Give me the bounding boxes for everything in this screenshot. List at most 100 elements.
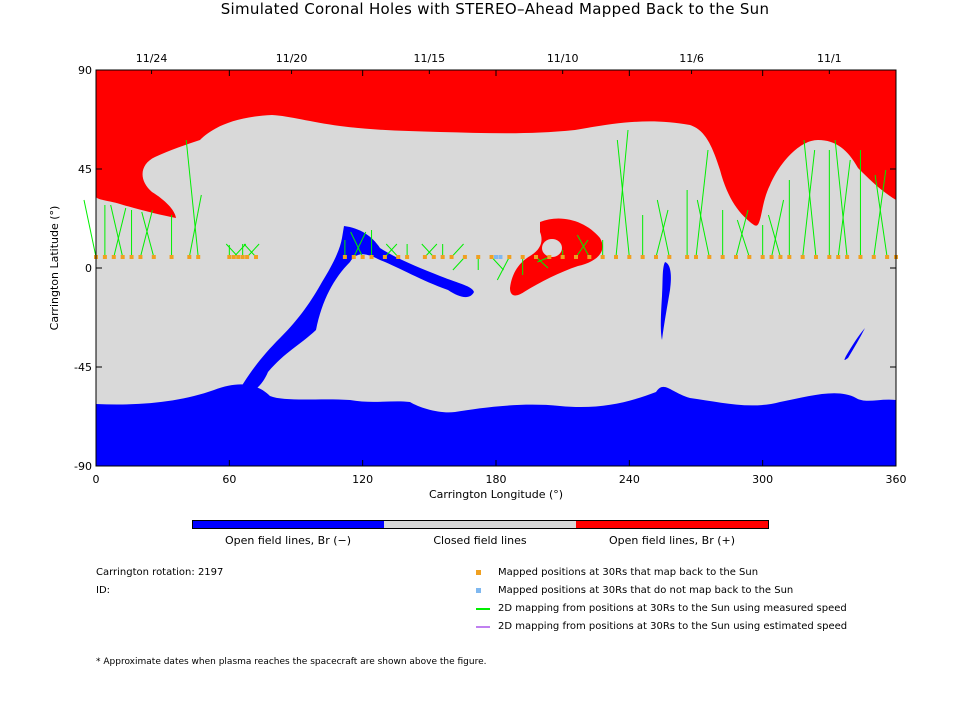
mapping-line: [771, 199, 785, 258]
mapped-point: [654, 255, 658, 259]
mapping-line: [803, 139, 817, 258]
legend-label-mapped: Mapped positions at 30Rs that map back t…: [498, 567, 759, 578]
mapped-point: [885, 255, 890, 259]
chart-title: Simulated Coronal Holes with STEREO–Ahea…: [220, 0, 770, 18]
date-label: 11/20: [276, 52, 308, 65]
equatorial-hole-negative: [238, 226, 474, 393]
mapped-point: [476, 255, 481, 259]
mapping-line: [452, 256, 466, 271]
mapping-line: [139, 209, 153, 258]
mapping-lines: [83, 129, 897, 281]
mapped-point: [560, 255, 565, 259]
mapped-point: [814, 255, 818, 259]
legend-swatch-unmapped: [476, 588, 481, 593]
legend-swatch-measured: [476, 608, 490, 610]
mapped-point: [507, 255, 512, 259]
south-polar-hole-negative: [96, 384, 896, 466]
mapped-point: [449, 255, 454, 259]
mapping-line: [424, 243, 438, 258]
mapped-point: [667, 255, 672, 259]
x-axis-label: Carrington Longitude (°): [429, 488, 563, 501]
mapped-point: [600, 255, 605, 259]
mapped-point: [431, 255, 436, 259]
x-tick-label: 60: [222, 473, 236, 486]
mapped-point: [707, 255, 712, 259]
mapped-point: [489, 255, 494, 259]
mapping-line: [141, 211, 155, 258]
mapped-point: [196, 255, 201, 259]
mapped-point: [534, 255, 538, 259]
mapping-line: [421, 243, 435, 258]
mapped-point: [231, 255, 236, 259]
legend-swatch-estimated: [476, 626, 490, 628]
colorbar-frame: [192, 520, 769, 529]
mapping-line: [655, 209, 669, 258]
mapped-point: [760, 255, 765, 259]
mapped-point: [440, 255, 445, 259]
mapped-point: [871, 255, 876, 259]
mapped-point: [694, 255, 698, 259]
north-polar-hole-positive: [96, 70, 896, 226]
mapped-point: [574, 255, 578, 259]
carrington-rotation: Carrington rotation: 2197: [96, 567, 224, 578]
mapped-point: [769, 255, 774, 259]
mapped-point: [800, 255, 805, 259]
mapping-line: [243, 243, 257, 258]
mapping-line: [802, 149, 816, 258]
mapped-point: [382, 255, 387, 259]
unmapped-point: [498, 255, 503, 259]
mapped-point: [827, 255, 832, 259]
mapping-line: [491, 256, 504, 271]
small-hole-negative-340: [844, 328, 865, 360]
date-label: 11/15: [413, 52, 445, 65]
mapping-line: [496, 256, 510, 281]
y-tick-label: 45: [78, 163, 92, 176]
legend-swatch-mapped: [476, 570, 481, 575]
mapping-line: [353, 231, 367, 258]
id-label: ID:: [96, 585, 111, 596]
mapped-point: [627, 255, 632, 259]
mapped-point: [236, 255, 241, 259]
mapping-line: [837, 159, 851, 258]
mapping-line: [575, 239, 589, 258]
mapped-point: [685, 255, 690, 259]
mapped-point: [351, 255, 356, 259]
colorbar-closed-label: Closed field lines: [433, 534, 527, 547]
mapping-line: [736, 219, 750, 258]
mapped-point: [640, 255, 645, 259]
mapping-line: [384, 243, 398, 258]
colorbar-pos-label: Open field lines, Br (+): [608, 534, 736, 547]
mapped-point: [342, 255, 347, 259]
y-tick-label: -45: [74, 361, 92, 374]
x-tick-label: 240: [619, 473, 640, 486]
mapped-point: [734, 255, 738, 259]
mapping-line: [451, 243, 464, 258]
legend-label-estimated: 2D mapping from positions at 30Rs to the…: [498, 621, 848, 632]
unmapped-point: [494, 255, 498, 259]
mapped-point: [778, 255, 783, 259]
mapped-point: [720, 255, 725, 259]
x-tick-label: 360: [886, 473, 907, 486]
mapping-line: [767, 214, 781, 258]
y-axis-label: Carrington Latitude (°): [48, 206, 61, 331]
mapped-point: [614, 255, 618, 259]
mapping-line: [695, 149, 709, 258]
mapped-point: [227, 255, 232, 259]
y-tick-label: 90: [78, 64, 92, 77]
mapping-line: [576, 234, 590, 258]
mapping-line: [385, 243, 399, 258]
mapping-line: [246, 243, 260, 258]
mapped-point: [422, 255, 427, 259]
mapped-point: [787, 255, 792, 259]
mapped-point: [102, 255, 107, 259]
mapped-point: [836, 255, 841, 259]
legend-label-unmapped: Mapped positions at 30Rs that do not map…: [498, 585, 794, 596]
mapping-line: [616, 139, 630, 258]
mapping-line: [350, 231, 364, 258]
mapped-point: [138, 255, 143, 259]
unmapped-positions: [494, 255, 503, 259]
mapped-point: [240, 255, 245, 259]
mapped-point: [369, 255, 374, 259]
mapped-point: [747, 255, 752, 259]
